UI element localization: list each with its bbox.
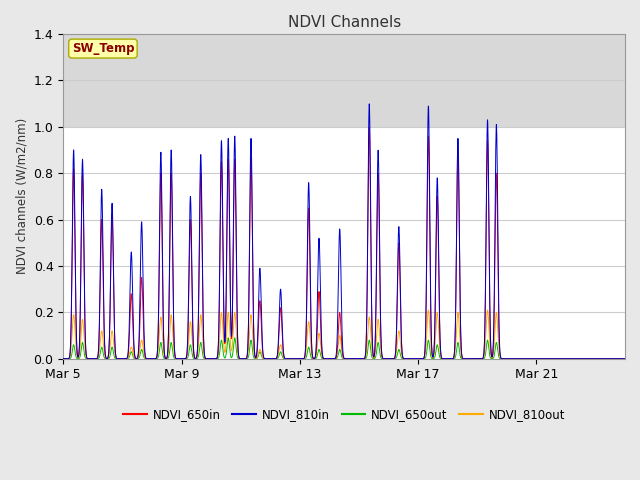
Legend: NDVI_650in, NDVI_810in, NDVI_650out, NDVI_810out: NDVI_650in, NDVI_810in, NDVI_650out, NDV… bbox=[118, 404, 570, 426]
Bar bbox=[63, 34, 625, 127]
Text: SW_Temp: SW_Temp bbox=[72, 42, 134, 55]
Title: NDVI Channels: NDVI Channels bbox=[287, 15, 401, 30]
Y-axis label: NDVI channels (W/m2/nm): NDVI channels (W/m2/nm) bbox=[15, 118, 28, 275]
